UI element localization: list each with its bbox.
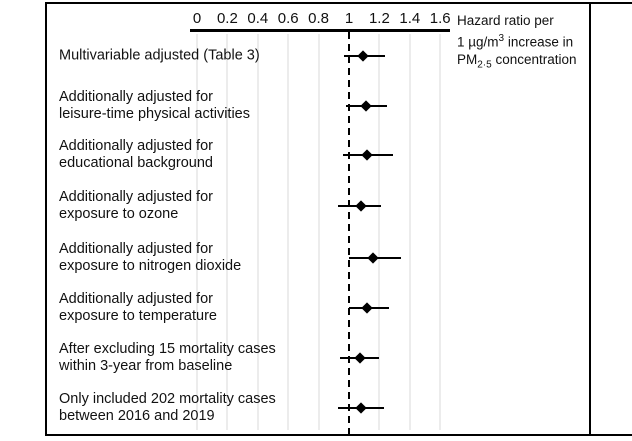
gridline	[196, 34, 198, 430]
row-label: Additionally adjusted for exposure to te…	[59, 291, 217, 324]
gridline	[318, 34, 320, 430]
row-label: Additionally adjusted for educational ba…	[59, 138, 213, 171]
axis-tick-label: 1.4	[399, 10, 421, 27]
axis-tick-label: 0	[192, 10, 202, 27]
axis-tick-label: 0.2	[216, 10, 238, 27]
axis-tick-label: 0.4	[247, 10, 269, 27]
x-axis-ticks: 0 0.2 0.4 0.6 0.8 1 1.2 1.4 1.6	[47, 10, 589, 28]
row-label: Additionally adjusted for exposure to oz…	[59, 189, 213, 222]
forest-plot: 0 0.2 0.4 0.6 0.8 1 1.2 1.4 1.6 Hazard ratio per…	[47, 4, 589, 436]
gridline	[439, 34, 441, 430]
row-label: Additionally adjusted for leisure-time p…	[59, 89, 250, 122]
x-axis-line	[190, 29, 450, 32]
axis-tick-label: 0.6	[277, 10, 299, 27]
row-label: Only included 202 mortality cases betwee…	[59, 391, 276, 424]
reference-line	[348, 32, 350, 436]
axis-tick-label: 1.6	[429, 10, 451, 27]
axis-title: Hazard ratio per 1 µg/m3 increase in PM2…	[457, 12, 597, 74]
axis-tick-label: 1.2	[368, 10, 390, 27]
row-label: Multivariable adjusted (Table 3)	[59, 47, 260, 64]
axis-title-line3: PM2·5 concentration	[457, 51, 577, 71]
frame-bottom-extension	[591, 434, 632, 436]
gridline	[287, 34, 289, 430]
axis-tick-label: 0.8	[308, 10, 330, 27]
row-label: After excluding 15 mortality cases withi…	[59, 341, 276, 374]
row-label: Additionally adjusted for exposure to ni…	[59, 241, 242, 274]
gridline	[378, 34, 380, 430]
gridline	[409, 34, 411, 430]
gridline	[257, 34, 259, 430]
gridline	[226, 34, 228, 430]
gridlines	[47, 4, 589, 434]
axis-title-line2: 1 µg/m3 increase in	[457, 32, 574, 50]
axis-tick-label: 1	[344, 10, 354, 27]
frame-top-extension	[591, 2, 632, 4]
axis-title-line1: Hazard ratio per	[457, 13, 554, 28]
plot-frame: 0 0.2 0.4 0.6 0.8 1 1.2 1.4 1.6 Hazard ratio per…	[45, 2, 591, 436]
